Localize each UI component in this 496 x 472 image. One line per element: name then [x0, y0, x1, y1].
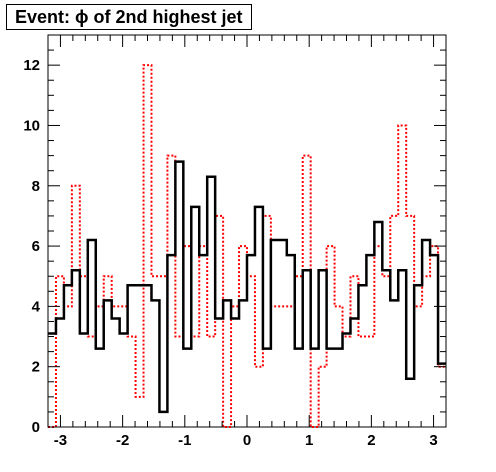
y-tick-label: 6	[32, 238, 40, 255]
x-tick-label: 2	[367, 432, 375, 449]
histogram-line-red-dotted	[48, 64, 446, 428]
x-tick-label: 0	[243, 432, 251, 449]
histogram-line-black	[48, 160, 446, 414]
y-tick-label: 12	[23, 57, 40, 74]
x-tick-label: -1	[178, 432, 191, 449]
chart-title: Event: ϕ of 2nd highest jet	[6, 4, 252, 30]
y-tick-label: 8	[32, 178, 40, 195]
x-tick-label: 3	[429, 432, 437, 449]
series-layer	[48, 64, 446, 428]
y-tick-label: 2	[32, 359, 40, 376]
y-tick-label: 4	[32, 298, 41, 315]
x-tick-label: 1	[305, 432, 313, 449]
x-tick-label: -2	[116, 432, 129, 449]
plot-frame	[47, 34, 447, 428]
y-tick-label: 10	[23, 117, 40, 134]
y-tick-label: 0	[32, 419, 40, 436]
x-tick-label: -3	[54, 432, 67, 449]
